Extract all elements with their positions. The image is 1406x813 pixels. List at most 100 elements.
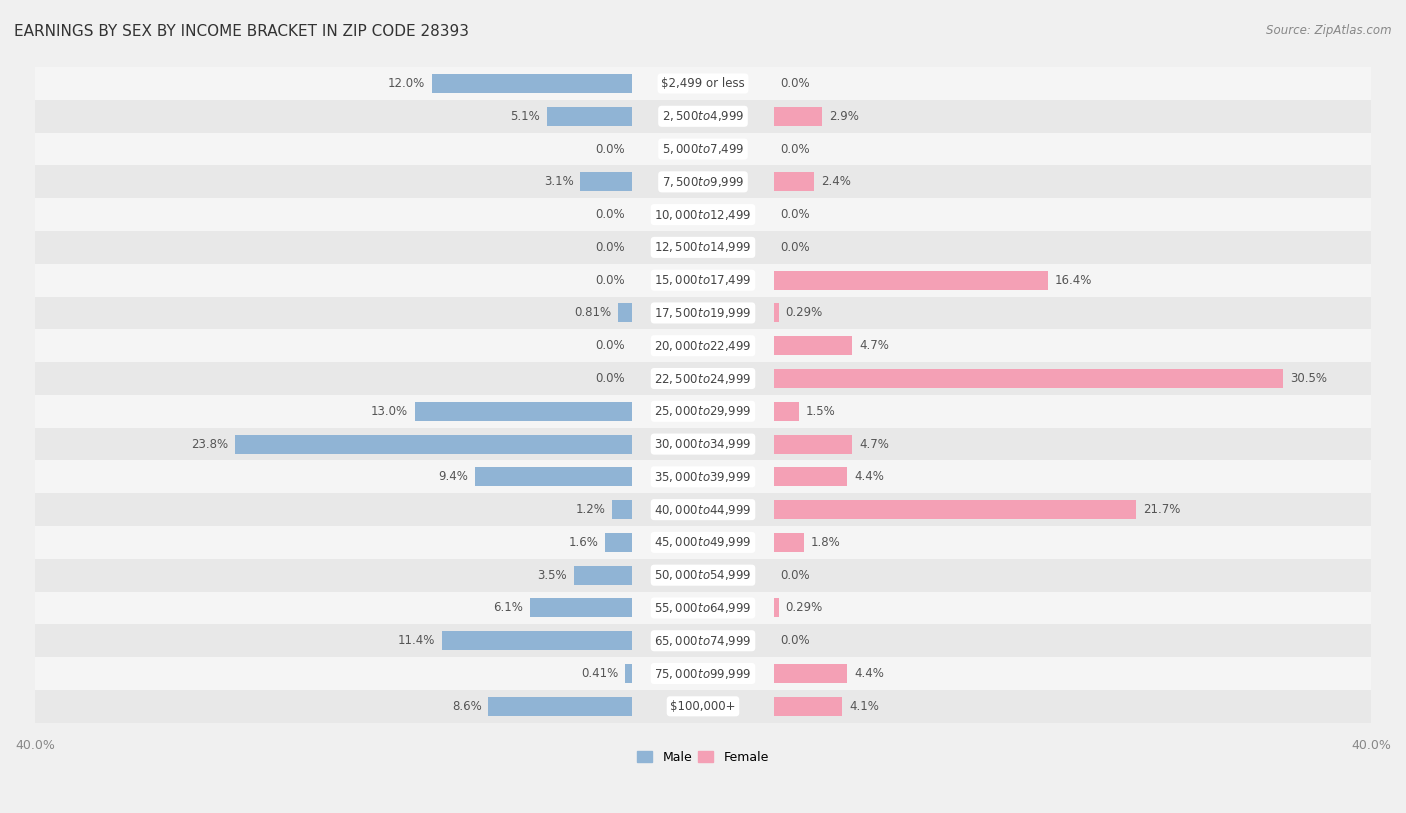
Text: $10,000 to $12,499: $10,000 to $12,499 — [654, 207, 752, 222]
Bar — [35, 690, 1371, 723]
Text: 0.0%: 0.0% — [780, 241, 810, 254]
Bar — [35, 428, 1371, 460]
Text: 23.8%: 23.8% — [191, 437, 228, 450]
Text: 0.0%: 0.0% — [596, 142, 626, 155]
Text: 4.4%: 4.4% — [855, 471, 884, 484]
Text: 5.1%: 5.1% — [510, 110, 540, 123]
Text: $20,000 to $22,499: $20,000 to $22,499 — [654, 339, 752, 353]
Text: $22,500 to $24,999: $22,500 to $24,999 — [654, 372, 752, 385]
Bar — [35, 592, 1371, 624]
Bar — [574, 566, 633, 585]
Bar — [773, 337, 852, 355]
Text: 21.7%: 21.7% — [1143, 503, 1181, 516]
Bar — [475, 467, 633, 486]
Text: 4.7%: 4.7% — [859, 437, 889, 450]
Bar — [35, 559, 1371, 592]
Text: 2.4%: 2.4% — [821, 176, 851, 189]
Text: 1.8%: 1.8% — [811, 536, 841, 549]
Text: 13.0%: 13.0% — [371, 405, 408, 418]
Bar — [530, 598, 633, 618]
Text: 0.0%: 0.0% — [780, 208, 810, 221]
Text: $50,000 to $54,999: $50,000 to $54,999 — [654, 568, 752, 582]
Bar — [35, 493, 1371, 526]
Text: $7,500 to $9,999: $7,500 to $9,999 — [662, 175, 744, 189]
Bar — [773, 107, 823, 126]
Text: 4.4%: 4.4% — [855, 667, 884, 680]
Text: $75,000 to $99,999: $75,000 to $99,999 — [654, 667, 752, 680]
Text: 0.29%: 0.29% — [786, 307, 823, 320]
Bar — [488, 697, 633, 715]
Text: $45,000 to $49,999: $45,000 to $49,999 — [654, 536, 752, 550]
Bar — [773, 271, 1047, 289]
Bar — [581, 172, 633, 191]
Text: $2,499 or less: $2,499 or less — [661, 77, 745, 90]
Bar — [235, 435, 633, 454]
Bar — [35, 460, 1371, 493]
Bar — [35, 395, 1371, 428]
Bar — [773, 467, 848, 486]
Text: 12.0%: 12.0% — [388, 77, 425, 90]
Text: EARNINGS BY SEX BY INCOME BRACKET IN ZIP CODE 28393: EARNINGS BY SEX BY INCOME BRACKET IN ZIP… — [14, 24, 470, 39]
Bar — [35, 263, 1371, 297]
Bar — [773, 697, 842, 715]
Text: $100,000+: $100,000+ — [671, 700, 735, 713]
Bar — [35, 166, 1371, 198]
Text: 8.6%: 8.6% — [451, 700, 482, 713]
Text: 3.5%: 3.5% — [537, 568, 567, 581]
Text: $17,500 to $19,999: $17,500 to $19,999 — [654, 306, 752, 320]
Legend: Male, Female: Male, Female — [633, 746, 773, 768]
Bar — [432, 74, 633, 93]
Bar — [773, 435, 852, 454]
Bar — [773, 598, 779, 618]
Text: 1.5%: 1.5% — [806, 405, 835, 418]
Bar — [441, 631, 633, 650]
Text: 2.9%: 2.9% — [830, 110, 859, 123]
Text: 4.1%: 4.1% — [849, 700, 879, 713]
Text: 0.41%: 0.41% — [581, 667, 619, 680]
Text: 3.1%: 3.1% — [544, 176, 574, 189]
Text: 0.0%: 0.0% — [596, 274, 626, 287]
Text: $65,000 to $74,999: $65,000 to $74,999 — [654, 634, 752, 648]
Bar — [35, 133, 1371, 166]
Text: $30,000 to $34,999: $30,000 to $34,999 — [654, 437, 752, 451]
Bar — [773, 500, 1136, 520]
Text: 0.0%: 0.0% — [596, 208, 626, 221]
Bar — [35, 67, 1371, 100]
Text: 0.0%: 0.0% — [780, 77, 810, 90]
Text: $12,500 to $14,999: $12,500 to $14,999 — [654, 241, 752, 254]
Bar — [35, 657, 1371, 690]
Bar — [35, 231, 1371, 263]
Text: $40,000 to $44,999: $40,000 to $44,999 — [654, 502, 752, 516]
Bar — [547, 107, 633, 126]
Bar — [619, 303, 633, 323]
Text: 1.2%: 1.2% — [575, 503, 606, 516]
Text: 0.0%: 0.0% — [596, 372, 626, 385]
Bar — [773, 533, 804, 552]
Bar — [773, 664, 848, 683]
Bar — [415, 402, 633, 421]
Text: 6.1%: 6.1% — [494, 602, 523, 615]
Bar — [626, 664, 633, 683]
Text: $2,500 to $4,999: $2,500 to $4,999 — [662, 109, 744, 124]
Bar — [35, 526, 1371, 559]
Bar — [773, 402, 799, 421]
Text: $25,000 to $29,999: $25,000 to $29,999 — [654, 404, 752, 419]
Bar — [35, 362, 1371, 395]
Text: 9.4%: 9.4% — [439, 471, 468, 484]
Text: Source: ZipAtlas.com: Source: ZipAtlas.com — [1267, 24, 1392, 37]
Text: 0.29%: 0.29% — [786, 602, 823, 615]
Bar — [606, 533, 633, 552]
Bar — [35, 198, 1371, 231]
Text: $5,000 to $7,499: $5,000 to $7,499 — [662, 142, 744, 156]
Text: 0.0%: 0.0% — [780, 568, 810, 581]
Text: 16.4%: 16.4% — [1054, 274, 1092, 287]
Text: 0.0%: 0.0% — [780, 142, 810, 155]
Bar — [35, 624, 1371, 657]
Text: 11.4%: 11.4% — [398, 634, 434, 647]
Text: 0.81%: 0.81% — [575, 307, 612, 320]
Bar — [612, 500, 633, 520]
Bar — [35, 297, 1371, 329]
Text: 1.6%: 1.6% — [569, 536, 599, 549]
Bar — [773, 172, 814, 191]
Bar — [35, 100, 1371, 133]
